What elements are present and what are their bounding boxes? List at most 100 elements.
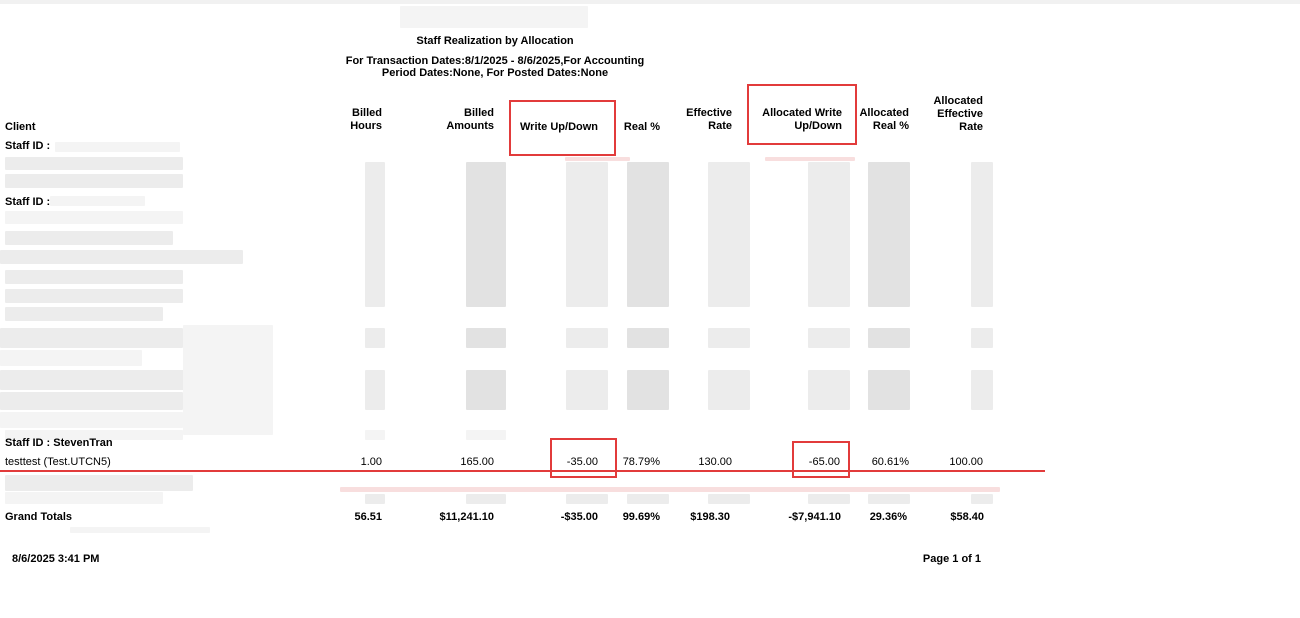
redacted-block — [183, 325, 273, 435]
redacted-column — [365, 370, 385, 410]
redacted-column — [627, 328, 669, 348]
redacted-column — [971, 328, 993, 348]
redacted-column — [566, 328, 608, 348]
redacted-row — [0, 250, 243, 264]
redacted-mark — [627, 494, 669, 504]
highlight-box-allocated-header — [747, 84, 857, 145]
redacted-column — [466, 162, 506, 307]
grand-totals-allocated-effective-rate: $58.40 — [950, 511, 984, 523]
redacted-staff-id — [55, 142, 180, 152]
row-billed-hours: 1.00 — [360, 456, 382, 468]
redacted-column — [566, 370, 608, 410]
subtitle-line-1: For Transaction Dates:8/1/2025 - 8/6/202… — [345, 55, 645, 67]
redacted-row — [5, 492, 163, 504]
redacted-column — [466, 370, 506, 410]
redacted-column — [627, 370, 669, 410]
col-allocated-effective-rate: Allocated Effective Rate — [915, 95, 983, 134]
col-allocated-real-pct-line1: Allocated — [859, 107, 909, 119]
col-allocated-effective-rate-line1: Allocated — [933, 95, 983, 107]
staff-group-label-3: Staff ID : StevenTran — [5, 437, 113, 449]
staff-group-label-1: Staff ID : — [5, 140, 51, 152]
redacted-column — [708, 370, 750, 410]
redacted-mark — [566, 494, 608, 504]
col-allocated-real-pct: Allocated Real % — [850, 107, 909, 133]
redacted-mark — [466, 430, 506, 440]
footer-timestamp: 8/6/2025 3:41 PM — [12, 553, 100, 565]
grand-totals-billed-hours: 56.51 — [354, 511, 382, 523]
redacted-row — [5, 289, 183, 303]
col-real-pct: Real % — [623, 121, 660, 133]
footer-page-number: Page 1 of 1 — [922, 553, 981, 565]
redacted-row — [5, 231, 173, 245]
redacted-mark — [466, 494, 506, 504]
redacted-mark — [340, 487, 1000, 492]
highlight-box-write-updown-value — [550, 438, 617, 478]
redacted-column — [365, 162, 385, 307]
redacted-column — [566, 162, 608, 307]
redacted-mark — [365, 430, 385, 440]
redacted-mark — [5, 430, 183, 440]
col-allocated-effective-rate-line3: Rate — [959, 121, 983, 133]
redacted-column — [365, 328, 385, 348]
col-allocated-write-updown: Allocated Write Up/Down — [752, 107, 842, 133]
grand-totals-write-updown: -$35.00 — [560, 511, 598, 523]
col-client: Client — [5, 121, 36, 133]
grand-totals-allocated-write-updown: -$7,941.10 — [788, 511, 841, 523]
redacted-row — [0, 412, 183, 428]
row-client: testtest (Test.UTCN5) — [5, 456, 111, 468]
redacted-row — [0, 392, 183, 410]
col-effective-rate-line1: Effective — [686, 107, 732, 119]
redacted-mark — [808, 494, 850, 504]
subtitle-line-2: Period Dates:None, For Posted Dates:None — [381, 67, 609, 79]
redacted-mark — [765, 157, 855, 161]
highlight-underline — [0, 470, 1045, 472]
top-strip — [0, 0, 1300, 4]
row-effective-rate: 130.00 — [698, 456, 732, 468]
row-billed-amounts: 165.00 — [460, 456, 494, 468]
redacted-column — [466, 328, 506, 348]
col-billed-hours-line2: Hours — [350, 120, 382, 132]
redacted-column — [868, 162, 910, 307]
row-allocated-write-updown: -65.00 — [808, 456, 840, 468]
redacted-column — [708, 328, 750, 348]
redacted-column — [971, 370, 993, 410]
grand-totals-effective-rate: $198.30 — [690, 511, 730, 523]
redacted-header — [400, 6, 588, 28]
report-subtitle: For Transaction Dates:8/1/2025 - 8/6/202… — [320, 55, 670, 79]
col-billed-amounts: Billed Amounts — [420, 107, 494, 133]
redacted-row — [0, 370, 243, 390]
redacted-row — [0, 350, 142, 366]
grand-totals-label: Grand Totals — [5, 511, 73, 523]
redacted-row — [5, 157, 183, 170]
row-write-updown: -35.00 — [566, 456, 598, 468]
col-allocated-write-updown-line2: Up/Down — [794, 120, 842, 132]
redacted-column — [808, 162, 850, 307]
redacted-column — [971, 162, 993, 307]
redacted-row — [5, 307, 163, 321]
redacted-mark — [868, 494, 910, 504]
redacted-mark — [565, 157, 630, 161]
highlight-box-write-updown-header — [509, 100, 616, 156]
redacted-column — [868, 370, 910, 410]
redacted-column — [868, 328, 910, 348]
redacted-column — [808, 328, 850, 348]
report-title: Staff Realization by Allocation — [416, 35, 574, 47]
row-allocated-real-pct: 60.61% — [871, 456, 909, 468]
redacted-row — [5, 174, 183, 188]
col-allocated-write-updown-line1: Allocated Write — [762, 107, 842, 119]
redacted-mark — [708, 494, 750, 504]
redacted-column — [708, 162, 750, 307]
col-effective-rate-line2: Rate — [708, 120, 732, 132]
redacted-row — [5, 475, 193, 491]
grand-totals-billed-amounts: $11,241.10 — [439, 511, 494, 523]
highlight-box-allocated-value — [792, 441, 850, 478]
grand-totals-allocated-real-pct: 29.36% — [869, 511, 907, 523]
redacted-row — [0, 328, 183, 348]
col-allocated-real-pct-line2: Real % — [872, 120, 909, 132]
grand-totals-real-pct: 99.69% — [622, 511, 660, 523]
col-billed-amounts-line1: Billed — [464, 107, 494, 119]
redacted-mark — [70, 527, 210, 533]
col-billed-amounts-line2: Amounts — [446, 120, 494, 132]
col-write-updown: Write Up/Down — [520, 121, 599, 133]
redacted-mark — [365, 494, 385, 504]
